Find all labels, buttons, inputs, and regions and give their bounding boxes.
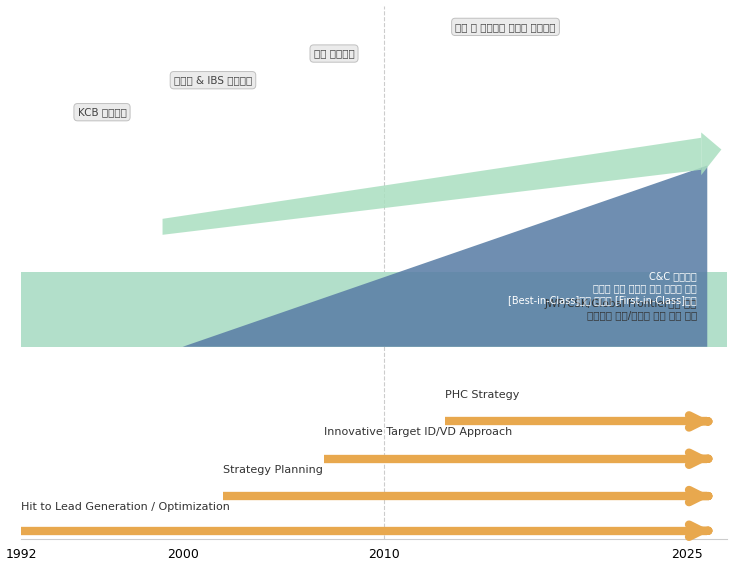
Text: 통풍 프로젝트: 통풍 프로젝트 — [314, 49, 354, 58]
Polygon shape — [701, 133, 721, 175]
Polygon shape — [163, 138, 701, 235]
Bar — [21, 272, 727, 347]
Text: Strategy Planning: Strategy Planning — [223, 465, 323, 475]
Text: 항암 및 면역질환 치료제 프로젝트: 항암 및 면역질환 치료제 프로젝트 — [455, 22, 556, 32]
Text: PHC Strategy: PHC Strategy — [445, 390, 520, 400]
Text: C&C 독자연구
미래의 치료 경향에 따른 새로운 접근
[Best-in-Class]에서 혁신적 [First-in-Class]까지: C&C 독자연구 미래의 치료 경향에 따른 새로운 접근 [Best-in-C… — [509, 272, 697, 304]
Text: Innovative Target ID/VD Approach: Innovative Target ID/VD Approach — [324, 428, 512, 437]
Text: JWP/CSK/Global Frontier연구 그룹
연구목표 공유/글로벌 창약 연구 강화: JWP/CSK/Global Frontier연구 그룹 연구목표 공유/글로벌… — [545, 299, 697, 320]
Text: 항암제 & IBS 프로젝트: 항암제 & IBS 프로젝트 — [174, 75, 252, 85]
Polygon shape — [183, 166, 707, 347]
Text: KCB 프로젝트: KCB 프로젝트 — [78, 107, 127, 117]
Text: Hit to Lead Generation / Optimization: Hit to Lead Generation / Optimization — [21, 502, 230, 512]
